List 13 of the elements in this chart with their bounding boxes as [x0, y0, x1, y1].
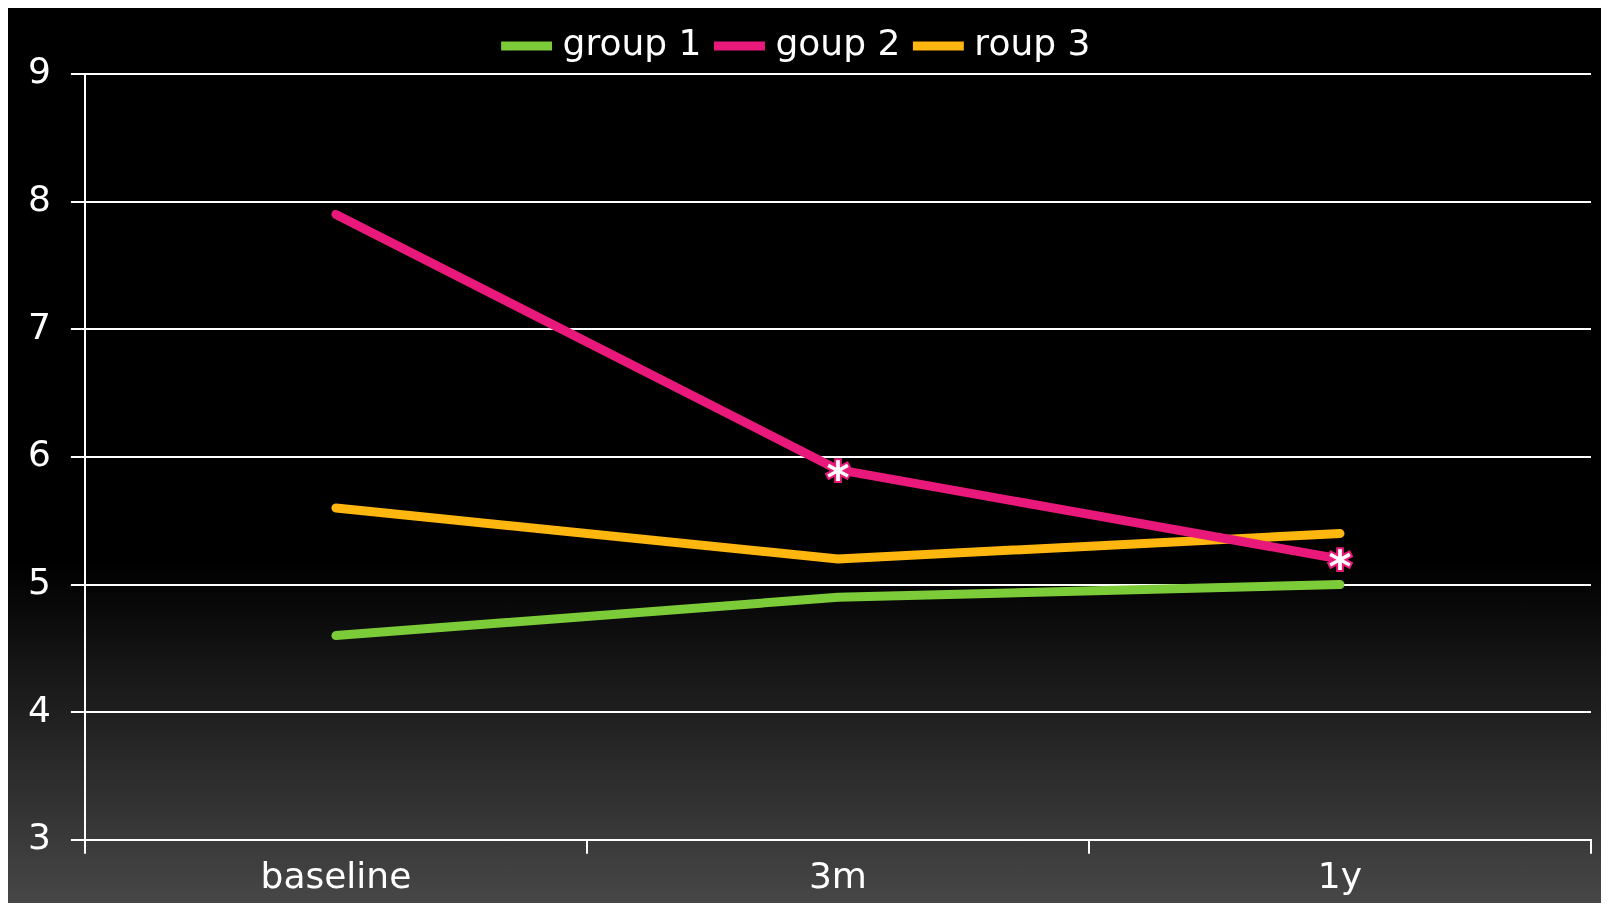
- legend-label: group 1: [562, 22, 702, 64]
- x-tick-label: 3m: [808, 854, 867, 896]
- y-tick-label: 3: [28, 816, 51, 858]
- legend-label: goup 2: [775, 22, 901, 64]
- y-tick-label: 9: [28, 50, 51, 92]
- y-tick-label: 4: [28, 688, 51, 730]
- y-tick-label: 6: [28, 433, 51, 475]
- y-tick-label: 7: [28, 305, 51, 347]
- y-tick-label: 8: [28, 177, 51, 219]
- y-tick-label: 5: [28, 560, 51, 602]
- x-tick-label: 1y: [1317, 854, 1363, 896]
- legend-label: roup 3: [974, 22, 1091, 64]
- x-tick-label: baseline: [260, 854, 412, 896]
